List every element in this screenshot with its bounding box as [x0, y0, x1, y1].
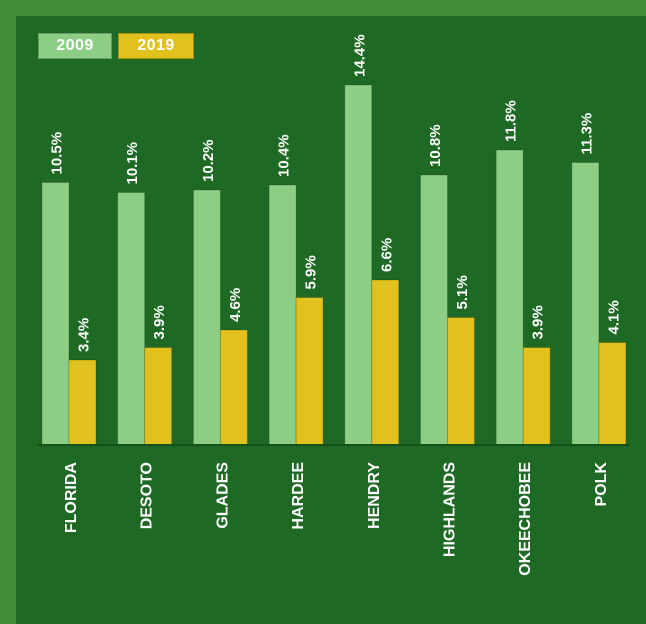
value-label-desoto-2019: 3.9% [151, 305, 168, 339]
category-label-florida: FLORIDA [63, 462, 80, 534]
value-label-hendry-2009: 14.4% [351, 34, 368, 77]
bar-hendry-2019 [371, 279, 400, 446]
bar-highlands-2019 [447, 317, 475, 446]
bar-polk-2019 [598, 342, 627, 446]
bar-florida-2019 [68, 359, 97, 446]
bar-okeechobee-2009 [495, 149, 524, 446]
bar-glades-2019 [219, 329, 248, 446]
category-label-desoto: DESOTO [139, 462, 156, 529]
legend-item-2019: 2019 [118, 33, 194, 59]
bar-highlands-2009 [420, 174, 448, 446]
bar-polk-2009 [571, 162, 600, 446]
category-label-okeechobee: OKEECHOBEE [517, 462, 534, 576]
value-label-okeechobee-2009: 11.8% [503, 100, 520, 142]
value-label-polk-2019: 4.1% [605, 300, 622, 334]
bar-hardee-2009 [268, 184, 297, 446]
value-label-florida-2019: 3.4% [76, 318, 93, 352]
category-label-hendry: HENDRY [366, 462, 383, 529]
value-label-polk-2009: 11.3% [578, 113, 595, 155]
category-label-highlands: HIGHLANDS [442, 462, 459, 557]
value-label-okeechobee-2019: 3.9% [530, 305, 547, 339]
bar-florida-2009 [41, 182, 70, 446]
value-label-hendry-2019: 6.6% [378, 238, 395, 272]
bar-hendry-2009 [344, 84, 373, 446]
value-label-highlands-2009: 10.8% [427, 124, 444, 167]
category-label-glades: GLADES [214, 462, 231, 529]
category-label-hardee: HARDEE [290, 462, 307, 530]
bar-hardee-2019 [295, 297, 324, 446]
value-label-desoto-2009: 10.1% [124, 142, 141, 185]
value-label-highlands-2019: 5.1% [454, 275, 471, 309]
bar-desoto-2019 [144, 347, 173, 446]
bar-glades-2009 [192, 189, 221, 446]
category-label-polk: POLK [593, 462, 610, 507]
value-label-hardee-2019: 5.9% [303, 255, 320, 289]
value-label-glades-2019: 4.6% [227, 288, 244, 322]
bar-okeechobee-2019 [522, 347, 551, 446]
value-label-glades-2009: 10.2% [200, 139, 217, 182]
legend-item-2009: 2009 [38, 33, 112, 59]
value-label-florida-2009: 10.5% [49, 132, 66, 175]
bar-desoto-2009 [117, 192, 146, 446]
value-label-hardee-2009: 10.4% [276, 134, 293, 177]
